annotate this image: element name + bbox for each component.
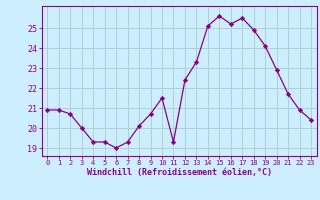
- X-axis label: Windchill (Refroidissement éolien,°C): Windchill (Refroidissement éolien,°C): [87, 168, 272, 177]
